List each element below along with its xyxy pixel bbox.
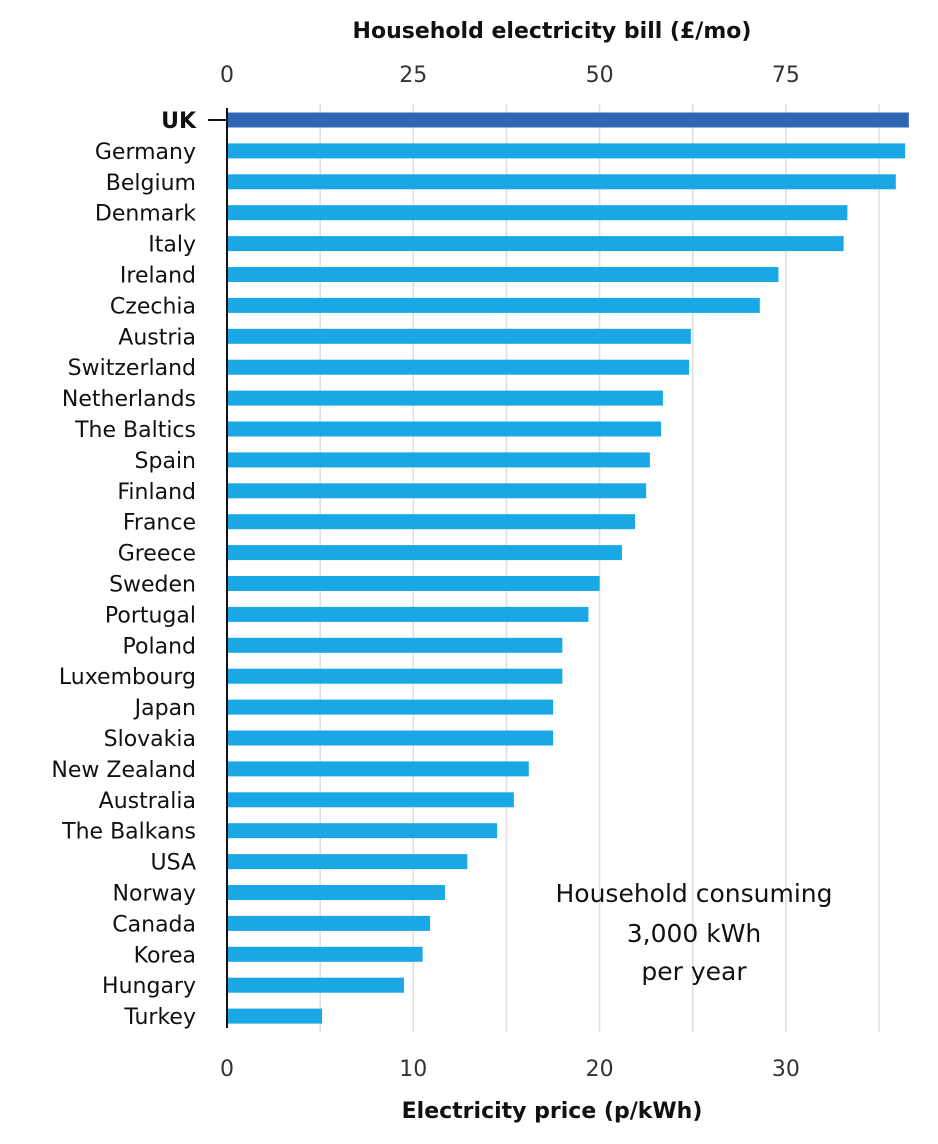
bottom-axis-ticks: 0 10 20 30	[220, 1057, 800, 1082]
bar-australia	[227, 792, 514, 808]
bar-germany	[227, 143, 906, 159]
bottom-axis-title: Electricity price (p/kWh)	[402, 1099, 703, 1124]
category-label: Japan	[133, 696, 196, 721]
top-tick-label: 50	[586, 63, 614, 88]
bar-uk	[227, 112, 909, 128]
category-label: Switzerland	[68, 356, 196, 381]
bar-norway	[227, 885, 445, 900]
category-label: Hungary	[102, 974, 196, 999]
category-label: Korea	[134, 943, 196, 968]
category-label: Netherlands	[62, 387, 196, 412]
bar-hungary	[227, 977, 404, 993]
category-label: The Baltics	[74, 418, 196, 443]
bar-switzerland	[227, 359, 690, 375]
bar-japan	[227, 699, 554, 715]
category-label: Poland	[123, 634, 196, 659]
category-label: Portugal	[105, 603, 196, 628]
category-label: Italy	[148, 233, 196, 258]
x-tick-label: 10	[399, 1057, 427, 1082]
category-label: Germany	[95, 140, 196, 165]
bar-the-baltics	[227, 421, 662, 437]
category-label: Turkey	[123, 1005, 196, 1030]
top-tick-label: 0	[220, 63, 234, 88]
category-label: Luxembourg	[59, 665, 196, 690]
bar-denmark	[227, 205, 848, 221]
bar-sweden	[227, 576, 600, 591]
bar-korea	[227, 946, 423, 962]
category-label: France	[123, 511, 196, 536]
top-tick-label: 25	[399, 63, 427, 88]
category-label: New Zealand	[51, 758, 196, 783]
category-label: Austria	[118, 325, 196, 350]
bar-spain	[227, 452, 650, 468]
bar-belgium	[227, 174, 896, 190]
category-label: Czechia	[110, 294, 196, 319]
bar-new-zealand	[227, 761, 529, 777]
top-axis-title: Household electricity bill (£/mo)	[353, 19, 752, 44]
bar-series	[227, 112, 909, 1024]
category-label: Slovakia	[104, 727, 196, 752]
bar-czechia	[227, 297, 760, 313]
category-label: Australia	[99, 789, 196, 814]
x-tick-label: 20	[586, 1057, 614, 1082]
category-label: Sweden	[109, 573, 196, 598]
category-label: Canada	[112, 912, 196, 937]
bar-italy	[227, 236, 844, 252]
bar-usa	[227, 854, 468, 870]
annotation-line-3: per year	[641, 957, 747, 986]
bar-netherlands	[227, 390, 663, 406]
category-label: USA	[150, 851, 196, 876]
bar-france	[227, 514, 635, 530]
category-label: Spain	[135, 449, 196, 474]
category-label: The Balkans	[61, 820, 196, 845]
bar-the-balkans	[227, 823, 498, 839]
annotation-line-1: Household consuming	[555, 879, 832, 908]
gridlines	[319, 104, 880, 1032]
bar-portugal	[227, 606, 589, 622]
category-label: UK	[161, 109, 197, 134]
bar-finland	[227, 483, 647, 499]
bar-greece	[227, 545, 622, 561]
x-tick-label: 30	[772, 1057, 800, 1082]
category-label: Denmark	[95, 202, 196, 227]
category-label: Belgium	[106, 171, 196, 196]
category-label: Finland	[117, 480, 196, 505]
bar-turkey	[227, 1008, 323, 1024]
x-tick-label: 0	[220, 1057, 234, 1082]
category-label: Ireland	[120, 264, 196, 289]
top-axis-ticks: 0 25 50 75	[220, 63, 800, 88]
bar-ireland	[227, 267, 779, 282]
bar-slovakia	[227, 730, 554, 746]
category-label: Norway	[113, 882, 196, 907]
annotation-line-2: 3,000 kWh	[627, 919, 762, 948]
bar-austria	[227, 328, 691, 344]
bar-luxembourg	[227, 668, 563, 684]
top-tick-label: 75	[772, 63, 800, 88]
bar-poland	[227, 637, 563, 653]
category-labels: UK Germany Belgium Denmark Italy Ireland Czech…	[51, 109, 197, 1030]
category-label: Greece	[118, 542, 196, 567]
bar-canada	[227, 915, 431, 931]
